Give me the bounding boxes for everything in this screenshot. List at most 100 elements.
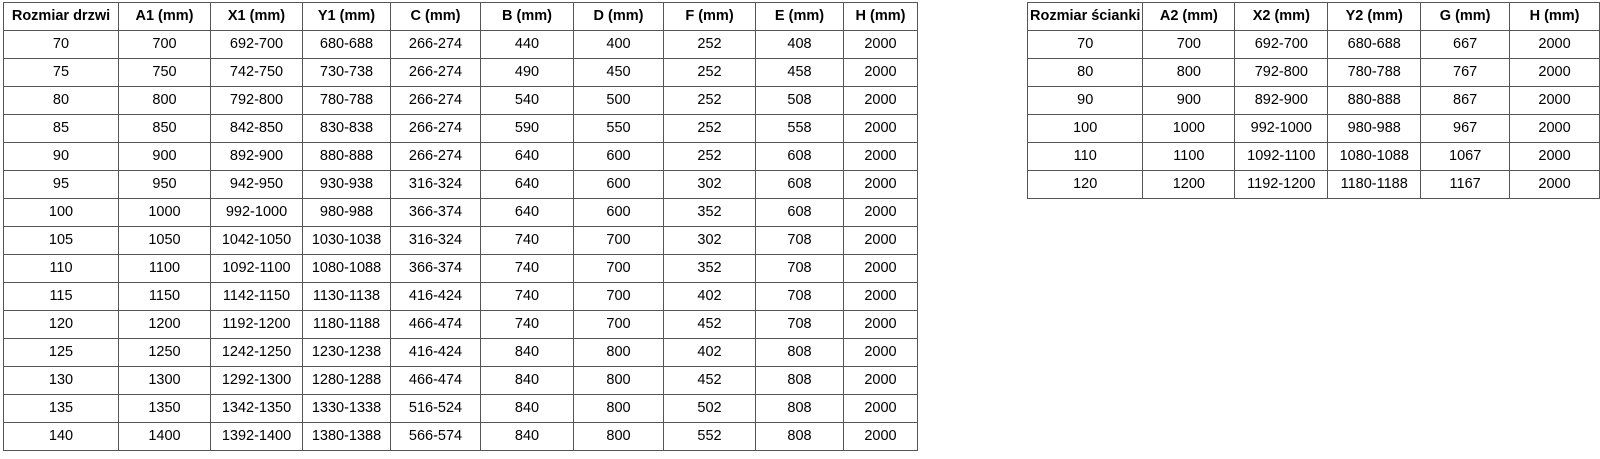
table-cell: 140 — [3, 422, 119, 451]
table-cell: 2000 — [1509, 170, 1600, 199]
table-cell: 750 — [118, 58, 211, 87]
table-cell: 2000 — [843, 198, 918, 227]
table-cell: 316-324 — [390, 226, 481, 255]
table-cell: 708 — [755, 310, 844, 339]
table-cell: 1300 — [118, 366, 211, 395]
table-cell: 880-888 — [302, 142, 391, 171]
table-cell: 490 — [480, 58, 574, 87]
table-row: 90 900 892-900 880-888 266-274 640 600 252 608 20… — [3, 142, 918, 171]
table-cell: 540 — [480, 86, 574, 115]
table-cell: 840 — [480, 394, 574, 423]
table-cell: 252 — [663, 142, 756, 171]
table-cell: 266-274 — [390, 30, 481, 59]
table-cell: 105 — [3, 226, 119, 255]
table-cell: 416-424 — [390, 338, 481, 367]
table-cell: 867 — [1420, 86, 1511, 115]
table-cell: 608 — [755, 198, 844, 227]
table-cell: 842-850 — [210, 114, 303, 143]
wall-sizes-table: Rozmiar ścianki A2 (mm) X2 (mm) Y2 (mm) G (m… — [1026, 2, 1600, 199]
table-cell: 1167 — [1420, 170, 1511, 199]
table-cell: 135 — [3, 394, 119, 423]
table-cell: 266-274 — [390, 142, 481, 171]
table-cell: 440 — [480, 30, 574, 59]
table-cell: 452 — [663, 310, 756, 339]
table-cell: 266-274 — [390, 58, 481, 87]
table-cell: 942-950 — [210, 170, 303, 199]
table-cell: 792-800 — [1234, 58, 1329, 87]
table-cell: 808 — [755, 338, 844, 367]
table-cell: 1100 — [1142, 142, 1236, 171]
column-header: F (mm) — [663, 2, 756, 31]
table-cell: 730-738 — [302, 58, 391, 87]
table-cell: 830-838 — [302, 114, 391, 143]
table-cell: 1230-1238 — [302, 338, 391, 367]
table-cell: 608 — [755, 142, 844, 171]
table-row: 120 1200 1192-1200 1180-1188 466-474 740 700 45… — [3, 310, 918, 339]
table-cell: 800 — [573, 394, 664, 423]
table-cell: 1180-1188 — [302, 310, 391, 339]
table-cell: 80 — [3, 86, 119, 115]
column-header: E (mm) — [755, 2, 844, 31]
table-cell: 130 — [3, 366, 119, 395]
table-cell: 680-688 — [1327, 30, 1422, 59]
table-row: 120 1200 1192-1200 1180-1188 1167 2000 — [1026, 170, 1600, 199]
column-header: H (mm) — [1509, 2, 1600, 31]
table-cell: 120 — [3, 310, 119, 339]
table-cell: 880-888 — [1327, 86, 1422, 115]
table-cell: 892-900 — [210, 142, 303, 171]
column-header: C (mm) — [390, 2, 481, 31]
column-header: X1 (mm) — [210, 2, 303, 31]
table-row: 90 900 892-900 880-888 867 2000 — [1026, 86, 1600, 115]
table-row: 80 800 792-800 780-788 767 2000 — [1026, 58, 1600, 87]
table-cell: 1400 — [118, 422, 211, 451]
table-cell: 900 — [1142, 86, 1236, 115]
column-header: Y1 (mm) — [302, 2, 391, 31]
table-cell: 100 — [3, 198, 119, 227]
table-cell: 466-474 — [390, 366, 481, 395]
table-cell: 2000 — [1509, 58, 1600, 87]
table-row: 70 700 692-700 680-688 667 2000 — [1026, 30, 1600, 59]
table-cell: 840 — [480, 422, 574, 451]
table-cell: 1030-1038 — [302, 226, 391, 255]
table-cell: 1150 — [118, 282, 211, 311]
column-header: B (mm) — [480, 2, 574, 31]
table-cell: 1242-1250 — [210, 338, 303, 367]
table-cell: 1100 — [118, 254, 211, 283]
table-cell: 967 — [1420, 114, 1511, 143]
column-header: Y2 (mm) — [1327, 2, 1422, 31]
door-table-body: 70 700 692-700 680-688 266-274 440 400 252 408 20… — [3, 30, 918, 451]
table-cell: 2000 — [843, 310, 918, 339]
table-cell: 110 — [1026, 142, 1144, 171]
table-cell: 1130-1138 — [302, 282, 391, 311]
table-cell: 508 — [755, 86, 844, 115]
table-cell: 800 — [573, 422, 664, 451]
table-cell: 608 — [755, 170, 844, 199]
table-cell: 600 — [573, 142, 664, 171]
table-cell: 516-524 — [390, 394, 481, 423]
column-header: H (mm) — [843, 2, 918, 31]
table-cell: 1000 — [1142, 114, 1236, 143]
table-cell: 115 — [3, 282, 119, 311]
door-sizes-table: Rozmiar drzwi A1 (mm) X1 (mm) Y1 (mm) C (mm)… — [3, 2, 918, 451]
table-cell: 850 — [118, 114, 211, 143]
table-cell: 742-750 — [210, 58, 303, 87]
table-cell: 252 — [663, 86, 756, 115]
table-cell: 767 — [1420, 58, 1511, 87]
table-cell: 980-988 — [1327, 114, 1422, 143]
table-cell: 1042-1050 — [210, 226, 303, 255]
table-row: 110 1100 1092-1100 1080-1088 1067 2000 — [1026, 142, 1600, 171]
table-cell: 708 — [755, 226, 844, 255]
table-row: 110 1100 1092-1100 1080-1088 366-374 740 700 35… — [3, 254, 918, 283]
table-cell: 458 — [755, 58, 844, 87]
table-cell: 558 — [755, 114, 844, 143]
table-cell: 740 — [480, 226, 574, 255]
table-cell: 680-688 — [302, 30, 391, 59]
table-cell: 402 — [663, 282, 756, 311]
table-cell: 1092-1100 — [1234, 142, 1329, 171]
table-cell: 1067 — [1420, 142, 1511, 171]
table-row: 135 1350 1342-1350 1330-1338 516-524 840 800 50… — [3, 394, 918, 423]
table-cell: 700 — [118, 30, 211, 59]
table-cell: 1330-1338 — [302, 394, 391, 423]
table-cell: 1380-1388 — [302, 422, 391, 451]
table-cell: 1142-1150 — [210, 282, 303, 311]
